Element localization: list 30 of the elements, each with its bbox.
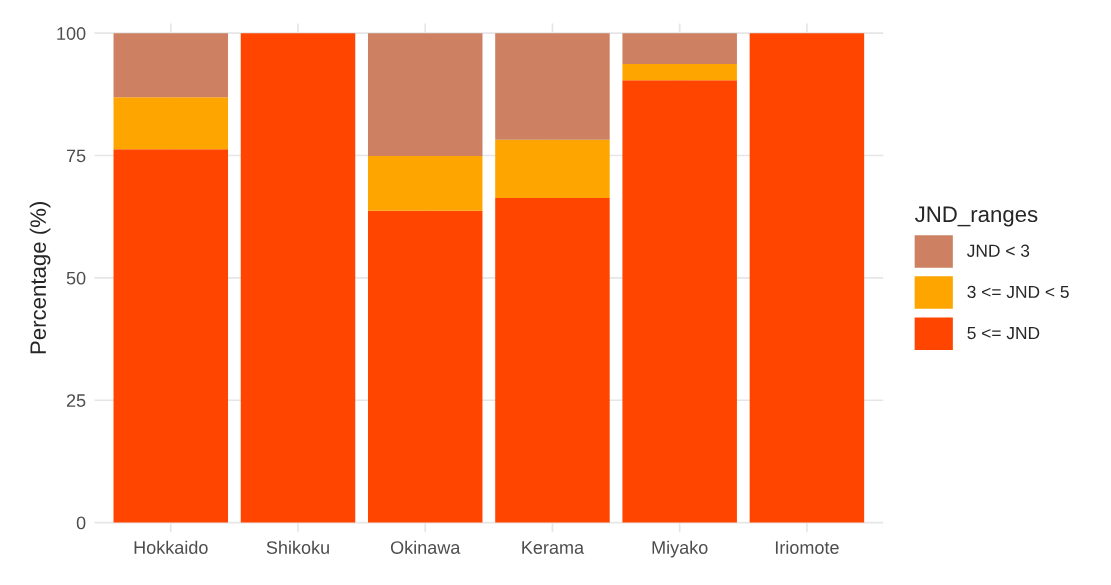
y-tick-label: 25 bbox=[66, 394, 86, 407]
bar bbox=[622, 80, 737, 523]
y-tick-label: 100 bbox=[57, 27, 86, 40]
bar bbox=[495, 33, 610, 140]
y-axis-title: Percentage (%) bbox=[29, 202, 51, 354]
legend-title: JND_ranges bbox=[914, 206, 1038, 227]
bar bbox=[495, 198, 610, 523]
bar bbox=[113, 33, 229, 98]
bar bbox=[622, 64, 737, 81]
x-tick-label: Okinawa bbox=[390, 540, 461, 554]
x-tick-label: Iriomote bbox=[775, 540, 839, 554]
x-tick-label: Shikoku bbox=[266, 540, 329, 554]
bar bbox=[113, 97, 229, 150]
x-tick-label: Kerama bbox=[522, 541, 585, 554]
legend-label: 3 <= JND < 5 bbox=[967, 285, 1069, 299]
y-tick-label: 50 bbox=[66, 271, 86, 285]
x-tick-label: Miyako bbox=[652, 540, 708, 558]
bar bbox=[367, 156, 483, 211]
x-tick-label: Hokkaido bbox=[134, 540, 208, 554]
bar bbox=[495, 139, 610, 199]
bar bbox=[749, 33, 865, 523]
y-tick-label: 0 bbox=[76, 516, 86, 530]
y-tick-label: 75 bbox=[66, 149, 86, 163]
legend-label: 5 <= JND bbox=[967, 327, 1040, 340]
bar bbox=[367, 210, 483, 523]
bar bbox=[622, 33, 737, 65]
bar bbox=[113, 149, 229, 523]
legend-label: JND < 3 bbox=[967, 244, 1030, 257]
bar bbox=[367, 33, 483, 157]
bar bbox=[240, 33, 356, 523]
